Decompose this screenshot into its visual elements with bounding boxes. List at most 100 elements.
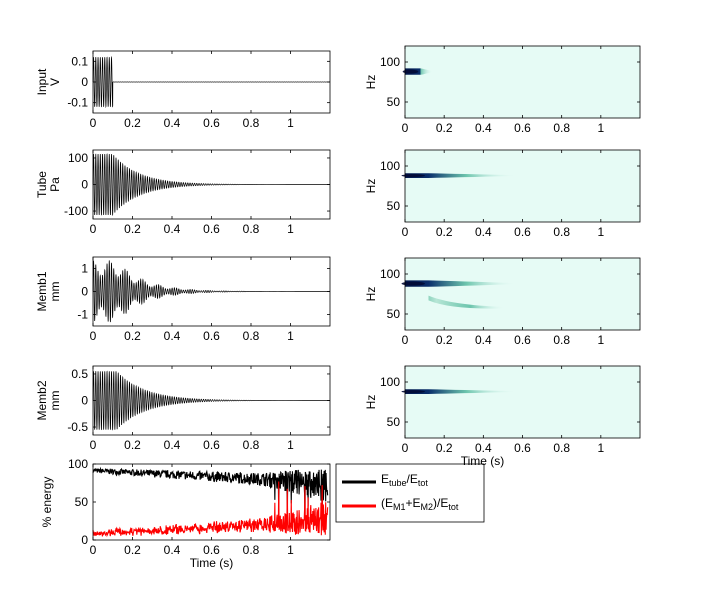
- x-tick-label: 0.6: [514, 225, 531, 239]
- x-tick-label: 0.8: [243, 543, 260, 557]
- x-tick-label: 0.6: [203, 438, 220, 452]
- y-tick-label: 0: [81, 75, 88, 89]
- x-tick-label: 0.6: [514, 121, 531, 135]
- spectrogram-background: [405, 366, 640, 438]
- axes-frame: [92, 365, 331, 436]
- x-tick-label: 0.4: [164, 116, 181, 130]
- y-tick-label: 0.1: [71, 54, 88, 68]
- spectrogram-background: [405, 46, 640, 118]
- spectrogram-background: [405, 150, 640, 222]
- y-axis-label: Tube: [35, 171, 49, 198]
- x-tick-label: 1: [287, 222, 294, 236]
- y-tick-label: 50: [387, 95, 401, 109]
- spectral-ridge: [405, 173, 517, 178]
- x-tick-label: 0.2: [436, 333, 453, 347]
- y-tick-label: 1: [81, 262, 88, 276]
- x-tick-label: 0.8: [243, 329, 260, 343]
- x-tick-label: 0.4: [164, 329, 181, 343]
- x-tick-label: 0.6: [514, 441, 531, 455]
- x-tick-label: 0.8: [243, 116, 260, 130]
- x-tick-label: 0: [90, 222, 97, 236]
- x-tick-label: 0.4: [475, 333, 492, 347]
- y-tick-label: -0.5: [67, 420, 88, 434]
- axes-frame: [92, 256, 331, 327]
- x-tick-label: 0.6: [203, 116, 220, 130]
- x-tick-label: 0.6: [203, 222, 220, 236]
- x-tick-label: 0.2: [124, 329, 141, 343]
- y-tick-label: 100: [380, 55, 400, 69]
- tube-energy-line: [92, 466, 329, 524]
- x-tick-label: 0: [90, 543, 97, 557]
- legend-box: [335, 463, 485, 523]
- x-tick-label: 0: [402, 225, 409, 239]
- y-tick-label: 100: [380, 267, 400, 281]
- x-tick-label: 1: [287, 543, 294, 557]
- y-axis-label: V: [48, 78, 62, 86]
- y-axis-label: % energy: [40, 477, 54, 528]
- legend-label-membrane: (EM1+EM2)/Etot: [381, 496, 459, 512]
- x-tick-label: 0.2: [436, 225, 453, 239]
- x-tick-label: 0.4: [164, 438, 181, 452]
- y-tick-label: 100: [68, 151, 88, 165]
- y-tick-label: 100: [380, 375, 400, 389]
- x-tick-label: 1: [287, 438, 294, 452]
- spectral-ridge: [428, 295, 505, 309]
- y-axis-label: Memb1: [35, 271, 49, 311]
- axes-frame: [404, 257, 641, 331]
- x-tick-label: 0.6: [203, 543, 220, 557]
- axes-frame: [404, 365, 641, 439]
- x-tick-label: 0: [402, 441, 409, 455]
- legend: Etube/Etot (EM1+EM2)/Etot: [335, 463, 485, 523]
- axes-frame: [92, 463, 331, 541]
- legend-label-tube: Etube/Etot: [381, 472, 428, 488]
- spectrogram-background: [405, 258, 640, 330]
- y-axis-label: Hz: [364, 395, 378, 410]
- x-tick-label: 0: [402, 333, 409, 347]
- x-tick-label: 0.2: [124, 543, 141, 557]
- x-tick-label: 0.8: [553, 333, 570, 347]
- waveform-line: [92, 55, 331, 109]
- spectral-peak: [401, 174, 425, 178]
- y-tick-label: 50: [387, 307, 401, 321]
- x-tick-label: 0: [402, 121, 409, 135]
- y-tick-label: -100: [64, 204, 88, 218]
- axes-frame: [92, 50, 331, 114]
- y-axis-label: Input: [35, 68, 49, 95]
- y-tick-label: -0.1: [67, 96, 88, 110]
- y-tick-label: -1: [77, 308, 88, 322]
- x-tick-label: 1: [597, 121, 604, 135]
- x-tick-label: 0: [90, 116, 97, 130]
- x-tick-label: 0.4: [475, 121, 492, 135]
- y-axis-label: Pa: [48, 177, 62, 192]
- x-tick-label: 0.8: [553, 121, 570, 135]
- y-axis-label: Memb2: [35, 380, 49, 420]
- y-axis-label: Hz: [364, 179, 378, 194]
- spectral-peak: [402, 69, 419, 74]
- y-tick-label: 50: [387, 199, 401, 213]
- x-tick-label: 0.4: [475, 441, 492, 455]
- y-axis-label: Hz: [364, 75, 378, 90]
- x-tick-label: 0.8: [243, 222, 260, 236]
- spectral-ridge: [405, 389, 517, 394]
- x-tick-label: 1: [287, 329, 294, 343]
- y-tick-label: 0: [81, 394, 88, 408]
- y-axis-label: Hz: [364, 287, 378, 302]
- x-tick-label: 0: [90, 329, 97, 343]
- spectral-peak: [401, 390, 425, 394]
- x-tick-label: 0.6: [514, 333, 531, 347]
- x-tick-label: 0.2: [436, 121, 453, 135]
- x-tick-label: 0.8: [243, 438, 260, 452]
- x-tick-label: 1: [597, 333, 604, 347]
- y-tick-label: 0: [81, 178, 88, 192]
- x-tick-label: 0.8: [553, 225, 570, 239]
- energy-ratio-panel: Etube/Etot (EM1+EM2)/Etot 0 0.2 0.4 0.6 0.8 1 0 5…: [40, 457, 485, 570]
- waveform-line: [92, 370, 330, 431]
- x-axis-label: Time (s): [190, 556, 234, 570]
